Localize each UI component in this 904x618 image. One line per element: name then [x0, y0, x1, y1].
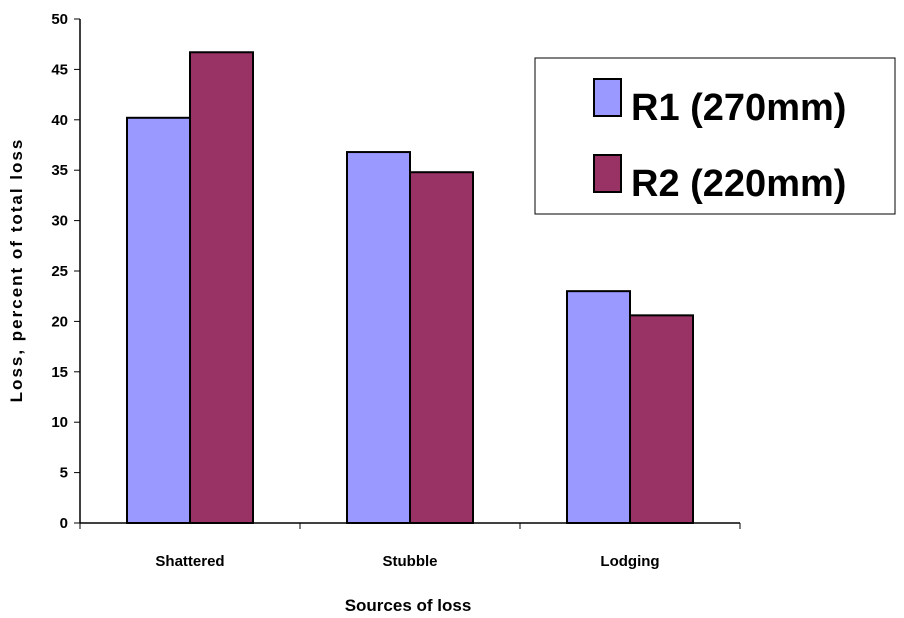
y-tick-label: 20	[51, 313, 68, 330]
x-axis-tick-labels: Shattered Stubble Lodging	[155, 553, 659, 570]
bars	[126, 51, 694, 524]
y-tick-label: 50	[51, 11, 68, 28]
bar-r2-shattered	[189, 51, 254, 524]
y-tick-label: 25	[51, 263, 68, 280]
bar-r1-shattered	[126, 116, 191, 524]
y-axis-ticks: 0 5 10 15 20 25 30 35 40 45 50	[51, 11, 80, 532]
y-tick-label: 40	[51, 112, 68, 129]
y-tick-label: 30	[51, 213, 68, 230]
y-tick-label: 10	[51, 414, 68, 431]
legend-label-r1: R1 (270mm)	[631, 87, 846, 129]
bar-r2-stubble	[409, 171, 474, 524]
x-axis-title: Sources of loss	[345, 596, 472, 615]
y-tick-label: 0	[60, 515, 68, 532]
legend-swatch-r1	[593, 78, 622, 117]
legend: R1 (270mm) R2 (220mm)	[534, 57, 896, 215]
y-tick-label: 5	[60, 465, 68, 482]
axes	[79, 19, 741, 529]
y-tick-label: 45	[51, 61, 68, 78]
x-tick-label: Lodging	[600, 553, 659, 570]
bar-r1-stubble	[346, 151, 411, 524]
y-tick-label: 15	[51, 364, 68, 381]
x-tick-label: Stubble	[383, 553, 438, 570]
bar-r2-lodging	[629, 314, 694, 524]
legend-swatch-r2	[593, 154, 622, 193]
bar-r1-lodging	[566, 290, 631, 524]
y-axis-title: Loss, percent of total loss	[7, 138, 26, 403]
legend-label-r2: R2 (220mm)	[631, 163, 846, 205]
y-tick-label: 35	[51, 162, 68, 179]
x-tick-label: Shattered	[155, 553, 224, 570]
